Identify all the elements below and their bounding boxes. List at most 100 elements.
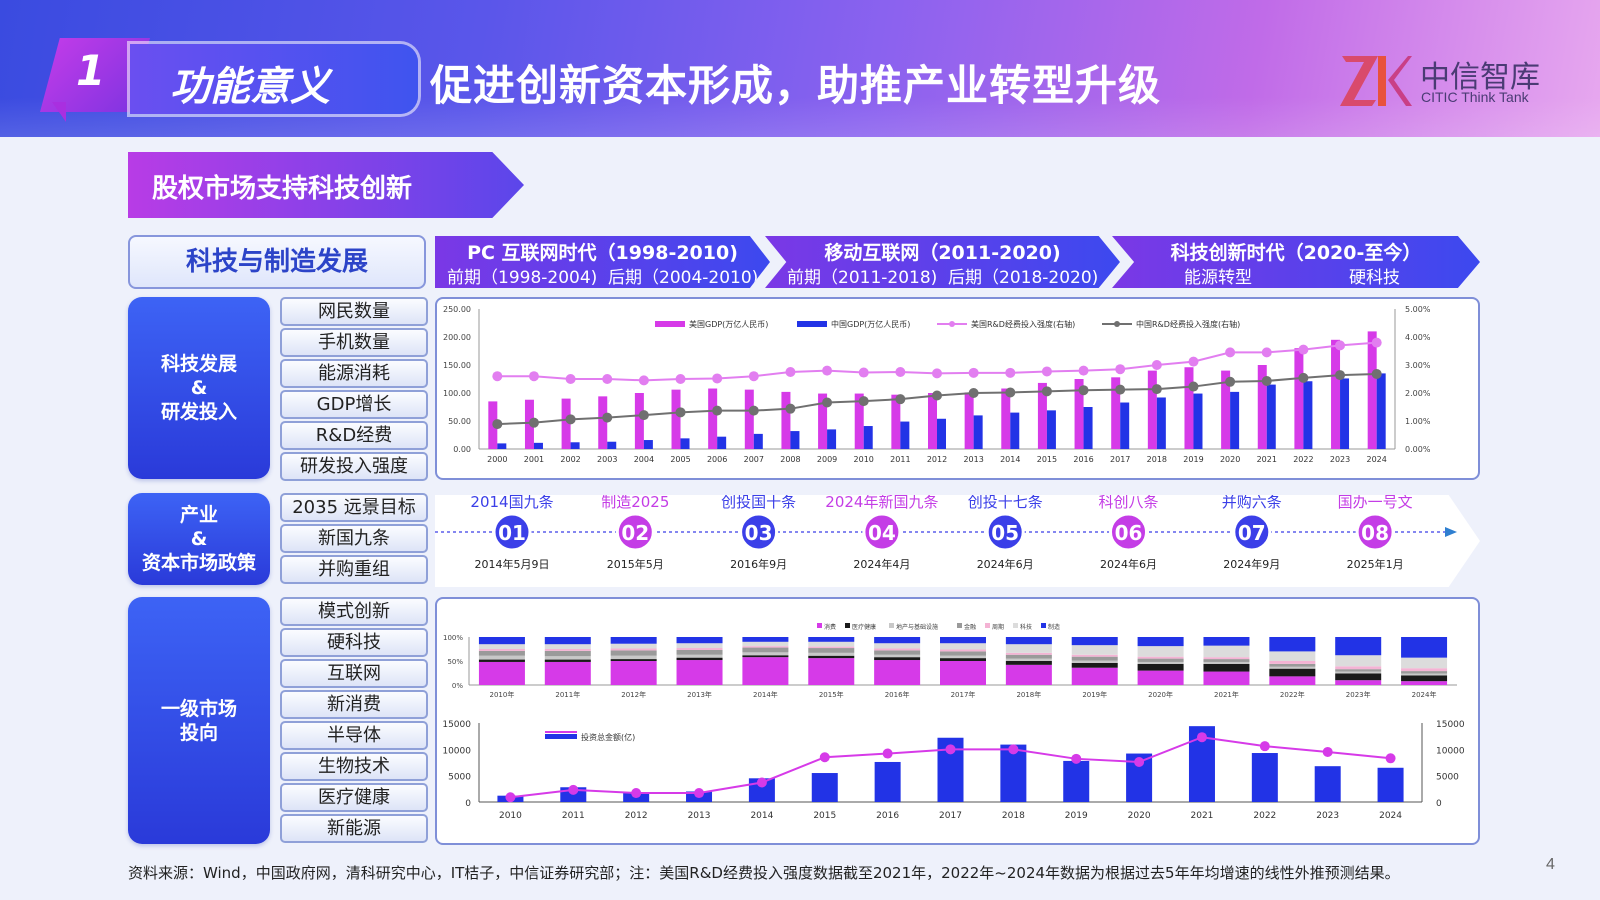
policy-node <box>1355 512 1395 552</box>
stack-segment <box>1005 652 1052 655</box>
stack-segment <box>874 650 921 655</box>
bar-cn-gdp <box>1193 393 1203 449</box>
policy-date: 2025年1月 <box>1347 557 1404 571</box>
y-tick-right: 3.00% <box>1405 361 1431 370</box>
side-label-tech: 科技发展 & 研发投入 <box>128 297 270 479</box>
bar-cn-gdp <box>937 418 946 449</box>
x-tick: 2011 <box>890 455 910 464</box>
legend-marker-cn-rd <box>1114 321 1120 327</box>
cn-rd-point <box>638 410 649 421</box>
x-tick: 2002 <box>560 455 580 464</box>
bar-us-gdp <box>1147 370 1157 449</box>
stack-segment <box>1005 644 1052 653</box>
x-tick: 2017年 <box>951 690 976 699</box>
bar-us-gdp <box>671 389 681 449</box>
legend-label: 金融 <box>964 623 976 631</box>
bar-cn-gdp <box>1010 412 1020 449</box>
us-rd-point <box>602 374 613 384</box>
investment-point <box>945 744 956 755</box>
bar-us-gdp <box>598 396 608 449</box>
stack-segment <box>808 655 855 659</box>
legend-label: 科技 <box>1020 623 1032 631</box>
legend-cn-rd: 中国R&D经费投入强度(右轴) <box>1136 319 1240 329</box>
stack-segment <box>1269 637 1316 652</box>
stack-segment <box>1335 673 1382 681</box>
stack-segment <box>1071 667 1118 685</box>
citic-logo: 中信智库 CITIC Think Tank <box>1340 50 1570 110</box>
bar-cn-gdp <box>680 438 690 449</box>
stack-segment <box>808 652 855 656</box>
stack-segment <box>874 637 921 644</box>
us-rd-point <box>1371 337 1382 348</box>
x-tick: 2013 <box>963 455 983 464</box>
x-tick: 2016 <box>1073 455 1093 464</box>
era-left: 前期（2011-2018) <box>787 268 938 288</box>
bar-cn-gdp <box>1083 407 1093 449</box>
legend-swatch <box>817 623 822 628</box>
us-rd-point <box>492 371 503 382</box>
legend-swatch-us-gdp <box>655 321 685 327</box>
stack-segment <box>1335 637 1382 656</box>
bar-us-gdp <box>1257 365 1267 449</box>
x-tick: 2016 <box>876 811 899 821</box>
stack-segment <box>940 643 986 650</box>
stack-segment <box>1137 661 1184 664</box>
stack-segment <box>742 657 789 685</box>
stack-segment <box>610 659 657 661</box>
tag-new-energy: 新能源 <box>280 814 428 843</box>
us-rd-point <box>1225 347 1236 358</box>
bar-us-gdp <box>854 393 864 449</box>
x-tick: 2014年 <box>753 690 778 699</box>
bar-cn-gdp <box>827 429 837 449</box>
policy-name: 创投国十条 <box>721 495 796 511</box>
tag-gdp: GDP增长 <box>280 390 428 419</box>
y-tick-left: 5000 <box>448 773 471 783</box>
us-rd-point <box>822 365 833 376</box>
x-tick: 2007 <box>744 455 764 464</box>
us-rd-point <box>1041 366 1052 377</box>
us-rd-point <box>565 374 576 384</box>
x-tick: 2010年 <box>490 690 515 699</box>
side-label-text: 一级市场 投向 <box>160 697 237 744</box>
policy-number: 08 <box>1361 521 1389 545</box>
x-tick: 2004 <box>634 455 654 464</box>
bar-investment <box>811 773 838 802</box>
investment-point <box>1134 756 1145 767</box>
stack-segment <box>940 655 986 659</box>
cn-rd-point <box>565 414 576 425</box>
policy-node <box>492 512 532 552</box>
cn-rd-point <box>1335 370 1346 381</box>
x-tick: 2008 <box>780 455 800 464</box>
stack-segment <box>610 643 657 649</box>
stack-segment <box>478 655 525 660</box>
tag-phones: 手机数量 <box>280 328 428 357</box>
stack-segment <box>1401 673 1448 676</box>
tag-internet: 互联网 <box>280 659 428 688</box>
bar-us-gdp <box>1221 370 1231 449</box>
x-tick: 2022年 <box>1280 690 1305 699</box>
bar-us-gdp <box>708 388 718 449</box>
cn-rd-point <box>895 394 906 405</box>
section-tab: 功能意义 <box>130 44 418 114</box>
stack-segment <box>676 637 723 644</box>
x-tick: 2017 <box>939 811 962 821</box>
x-tick: 2017 <box>1110 455 1130 464</box>
stack-segment <box>1335 680 1382 685</box>
era-right: 硬科技 <box>1349 268 1400 288</box>
cn-rd-point <box>492 419 503 430</box>
y-tick: 100% <box>443 634 463 642</box>
cn-rd-point <box>1298 372 1309 383</box>
cn-rd-point <box>1041 386 1052 397</box>
policy-number: 01 <box>498 521 526 545</box>
stack-segment <box>742 646 789 648</box>
x-tick: 2024 <box>1367 455 1387 464</box>
stack-segment <box>874 643 921 649</box>
investment-point <box>1196 732 1207 743</box>
bar-cn-gdp <box>790 431 800 449</box>
era-left: 能源转型 <box>1184 268 1252 288</box>
stack-segment <box>742 641 789 647</box>
x-tick: 2015年 <box>819 690 844 699</box>
us-rd-point <box>1151 360 1162 370</box>
stack-segment <box>874 648 921 651</box>
subheader-title: 股权市场支持科技创新 <box>152 174 413 204</box>
